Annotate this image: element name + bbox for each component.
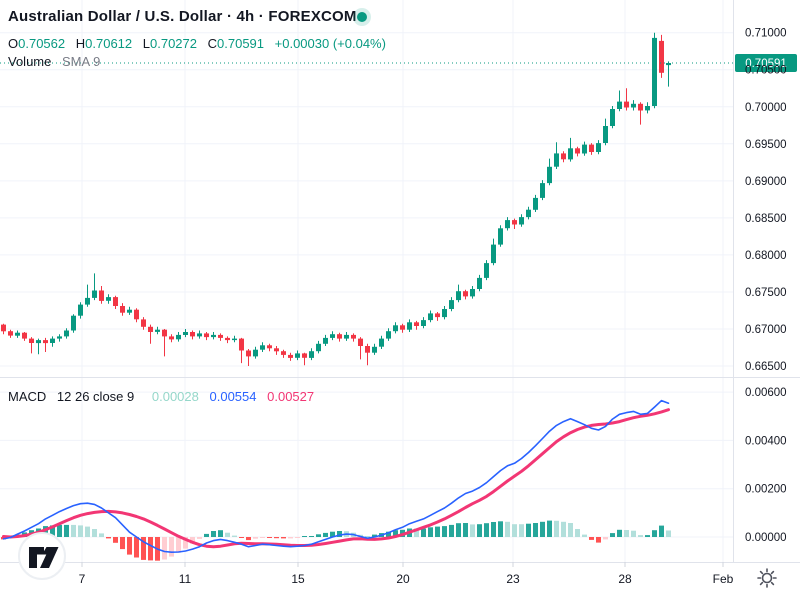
macd-label[interactable]: MACD [8, 389, 47, 404]
svg-text:0.70591: 0.70591 [745, 58, 787, 70]
svg-text:0.67000: 0.67000 [745, 324, 787, 336]
open-value: 0.70562 [18, 36, 66, 51]
macd-signal-line [2, 408, 670, 549]
svg-text:Feb: Feb [713, 572, 734, 586]
macd-axis[interactable]: 0.00600 0.00400 0.00200 0.00000 [745, 387, 787, 544]
candlestick-series [1, 32, 671, 366]
svg-text:23: 23 [506, 572, 520, 586]
price-axis[interactable]: 0.71000 0.70500 0.70000 0.69500 0.69000 0.685… [745, 28, 787, 373]
current-price-badge: 0.70591 [735, 54, 797, 72]
svg-text:15: 15 [291, 572, 305, 586]
svg-text:0.70000: 0.70000 [745, 102, 787, 114]
symbol-title[interactable]: Australian Dollar / U.S. Dollar · 4h · F… [8, 8, 357, 25]
change-value: +0.00030 (+0.04%) [274, 36, 386, 51]
svg-text:0.71000: 0.71000 [745, 28, 787, 40]
svg-text:0.68500: 0.68500 [745, 213, 787, 225]
macd-line [2, 399, 670, 554]
sun-icon[interactable] [757, 568, 777, 588]
pane-separators [0, 0, 800, 563]
ohlc-legend: O0.70562 H0.70612 L0.70272 C0.70591 +0.0… [8, 36, 386, 51]
time-axis[interactable]: 7 11 15 20 23 28 Feb [79, 562, 734, 586]
open-label: O [8, 36, 19, 51]
svg-text:0.69000: 0.69000 [745, 176, 787, 188]
svg-text:0.00600: 0.00600 [745, 387, 787, 399]
svg-text:7: 7 [79, 572, 86, 586]
close-label: C [207, 36, 218, 51]
low-value: 0.70272 [150, 36, 197, 51]
svg-text:0.69500: 0.69500 [745, 139, 787, 151]
volume-legend[interactable]: Volume SMA 9 [8, 54, 100, 69]
svg-text:0.66500: 0.66500 [745, 361, 787, 373]
svg-text:28: 28 [618, 572, 632, 586]
market-status-dot-icon [357, 12, 367, 22]
high-label: H [75, 36, 86, 51]
volume-params: SMA 9 [62, 54, 101, 69]
svg-text:0.68000: 0.68000 [745, 250, 787, 262]
macd-signal-value: 0.00527 [267, 389, 315, 404]
svg-text:20: 20 [396, 572, 410, 586]
symbol-title-row[interactable]: Australian Dollar / U.S. Dollar · 4h · F… [8, 8, 357, 25]
low-label: L [142, 36, 150, 51]
high-value: 0.70612 [85, 36, 133, 51]
svg-text:0.00000: 0.00000 [745, 532, 787, 544]
volume-label[interactable]: Volume [8, 54, 52, 69]
svg-text:11: 11 [179, 572, 192, 586]
macd-params: 12 26 close 9 [56, 389, 135, 404]
tradingview-logo[interactable] [18, 532, 66, 580]
macd-hist-value: 0.00028 [151, 389, 199, 404]
macd-legend[interactable]: MACD 12 26 close 9 0.00028 0.00554 0.005… [8, 389, 314, 404]
svg-text:0.00200: 0.00200 [745, 484, 787, 496]
svg-text:0.00400: 0.00400 [745, 435, 787, 447]
grid-lines [0, 0, 733, 562]
svg-text:0.70500: 0.70500 [745, 65, 787, 77]
macd-histogram [1, 520, 671, 561]
svg-text:0.67500: 0.67500 [745, 287, 787, 299]
close-value: 0.70591 [217, 36, 265, 51]
macd-line-value: 0.00554 [209, 389, 257, 404]
